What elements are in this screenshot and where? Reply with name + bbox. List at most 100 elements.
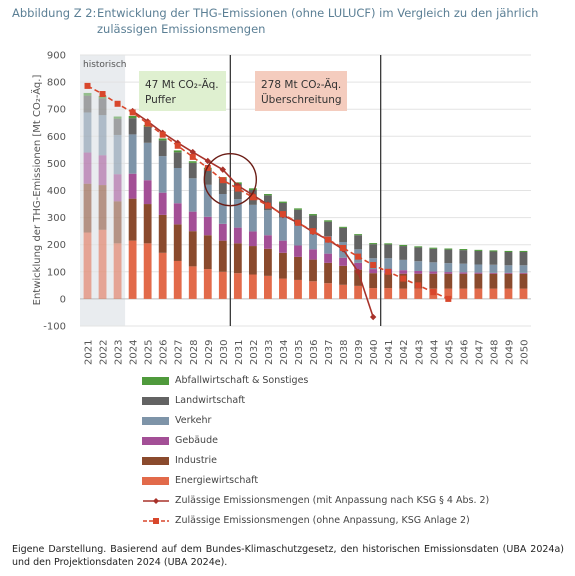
bar-segment — [173, 152, 182, 169]
historical-label: historisch — [83, 60, 126, 70]
bar-segment — [369, 288, 378, 299]
legend-swatch — [142, 397, 169, 405]
bar-segment — [429, 248, 438, 263]
bar-segment — [444, 288, 453, 299]
source-note: Eigene Darstellung. Basierend auf dem Bu… — [12, 544, 564, 568]
bar-segment — [384, 244, 393, 259]
legend-label: Zulässige Emissionsmengen (ohne Anpassun… — [175, 515, 470, 526]
annotation-line2: Überschreitung — [261, 93, 342, 106]
x-tick-label: 2024 — [129, 340, 140, 365]
y-tick-label: 600 — [47, 132, 66, 143]
bar-segment — [248, 204, 257, 232]
bar-segment — [98, 155, 107, 186]
x-tick-label: 2049 — [504, 340, 515, 365]
bar-segment — [489, 250, 498, 252]
x-tick-label: 2028 — [189, 340, 200, 365]
x-tick-label: 2021 — [84, 340, 95, 365]
bar-segment — [279, 201, 287, 203]
line-marker — [114, 100, 121, 107]
bar-segment — [143, 126, 152, 143]
x-tick-label: 2042 — [399, 340, 410, 365]
bar-segment — [128, 173, 137, 199]
line-marker — [445, 295, 452, 302]
bar-segment — [233, 243, 242, 274]
bar-segment — [369, 273, 378, 289]
bar-segment — [173, 168, 182, 204]
bar-segment — [399, 246, 408, 260]
bar-segment — [279, 252, 287, 279]
line-marker — [204, 157, 211, 165]
bar-segment — [294, 245, 302, 257]
bar-segment — [264, 235, 272, 249]
x-tick-label: 2043 — [414, 340, 425, 365]
line-marker — [189, 148, 196, 156]
bar-segment — [414, 246, 423, 248]
bar-segment — [294, 256, 302, 280]
line-marker — [279, 211, 286, 218]
bar-segment — [474, 272, 483, 274]
bar-segment — [188, 231, 197, 267]
bar-segment — [158, 214, 167, 253]
bar-segment — [98, 229, 107, 299]
legend-label: Verkehr — [175, 415, 212, 426]
bar-segment — [444, 248, 453, 250]
bar-segment — [459, 263, 468, 273]
x-tick-label: 2032 — [249, 340, 260, 365]
bar-segment — [459, 249, 468, 251]
bar-segment — [459, 273, 468, 289]
bar-segment — [414, 247, 423, 262]
bar-segment — [399, 259, 408, 271]
bar-segment — [128, 240, 137, 299]
x-tick-label: 2041 — [384, 340, 395, 365]
y-tick-label: 100 — [47, 267, 66, 278]
bar-segment — [128, 115, 137, 119]
legend-label: Energiewirtschaft — [175, 475, 259, 486]
bar-segment — [489, 273, 498, 289]
figure-number: Abbildung Z 2: — [12, 6, 97, 20]
bar-segment — [324, 221, 332, 237]
bar-segment — [354, 235, 363, 250]
line-marker — [355, 253, 362, 260]
bar-segment — [504, 250, 513, 253]
bar-segment — [444, 273, 453, 289]
legend-swatch — [142, 477, 169, 485]
x-tick-label: 2031 — [234, 340, 245, 365]
bar-segment — [248, 188, 257, 190]
bar-segment — [504, 288, 513, 299]
bar-segment — [309, 259, 317, 282]
bar-segment — [264, 275, 272, 299]
x-tick-label: 2050 — [519, 340, 530, 365]
x-tick-label: 2038 — [339, 340, 350, 365]
bar-segment — [354, 285, 363, 299]
bar-segment — [143, 180, 152, 205]
bar-segment — [429, 273, 438, 289]
bar-segment — [83, 183, 92, 233]
bar-segment — [113, 174, 122, 202]
bar-segment — [384, 258, 393, 270]
bar-segment — [188, 161, 197, 163]
bar-segment — [83, 95, 92, 113]
bar-segment — [294, 224, 302, 246]
emissions-chart: historisch -100 0 100 200 300 400 500 600 700 800 9… — [30, 51, 531, 365]
y-tick-label: 700 — [47, 105, 66, 116]
bar-segment — [309, 281, 317, 299]
bar-segment — [459, 272, 468, 274]
bar-segment — [324, 262, 332, 284]
bar-segment — [399, 270, 408, 274]
bar-segment — [173, 224, 182, 261]
x-tick-label: 2029 — [204, 340, 215, 365]
line-marker — [219, 177, 226, 184]
bar-segment — [414, 261, 423, 271]
y-axis-label: Entwicklung der THG-Emissionen [Mt CO₂-Ä… — [30, 75, 43, 306]
y-tick-label: 500 — [47, 159, 66, 170]
bar-segment — [309, 249, 317, 260]
bar-segment — [143, 142, 152, 181]
bar-segment — [324, 253, 332, 263]
bar-segment — [203, 216, 212, 236]
bar-segment — [444, 249, 453, 264]
bar-segment — [459, 288, 468, 299]
line-marker — [84, 82, 91, 89]
x-tick-label: 2025 — [144, 340, 155, 365]
bar-segment — [203, 235, 212, 270]
x-tick-label: 2037 — [324, 340, 335, 365]
